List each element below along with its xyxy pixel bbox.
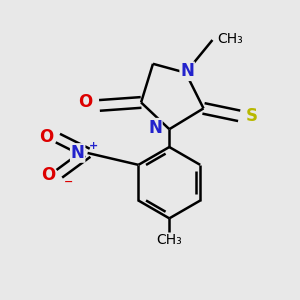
Text: O: O xyxy=(78,93,92,111)
Text: O: O xyxy=(40,166,55,184)
Text: −: − xyxy=(64,177,73,187)
Text: N: N xyxy=(148,119,162,137)
Text: CH₃: CH₃ xyxy=(156,233,182,247)
Text: N: N xyxy=(180,62,194,80)
Text: S: S xyxy=(246,107,258,125)
Text: CH₃: CH₃ xyxy=(217,32,243,46)
Text: N: N xyxy=(71,144,85,162)
Text: O: O xyxy=(39,128,53,146)
Text: +: + xyxy=(89,140,98,151)
